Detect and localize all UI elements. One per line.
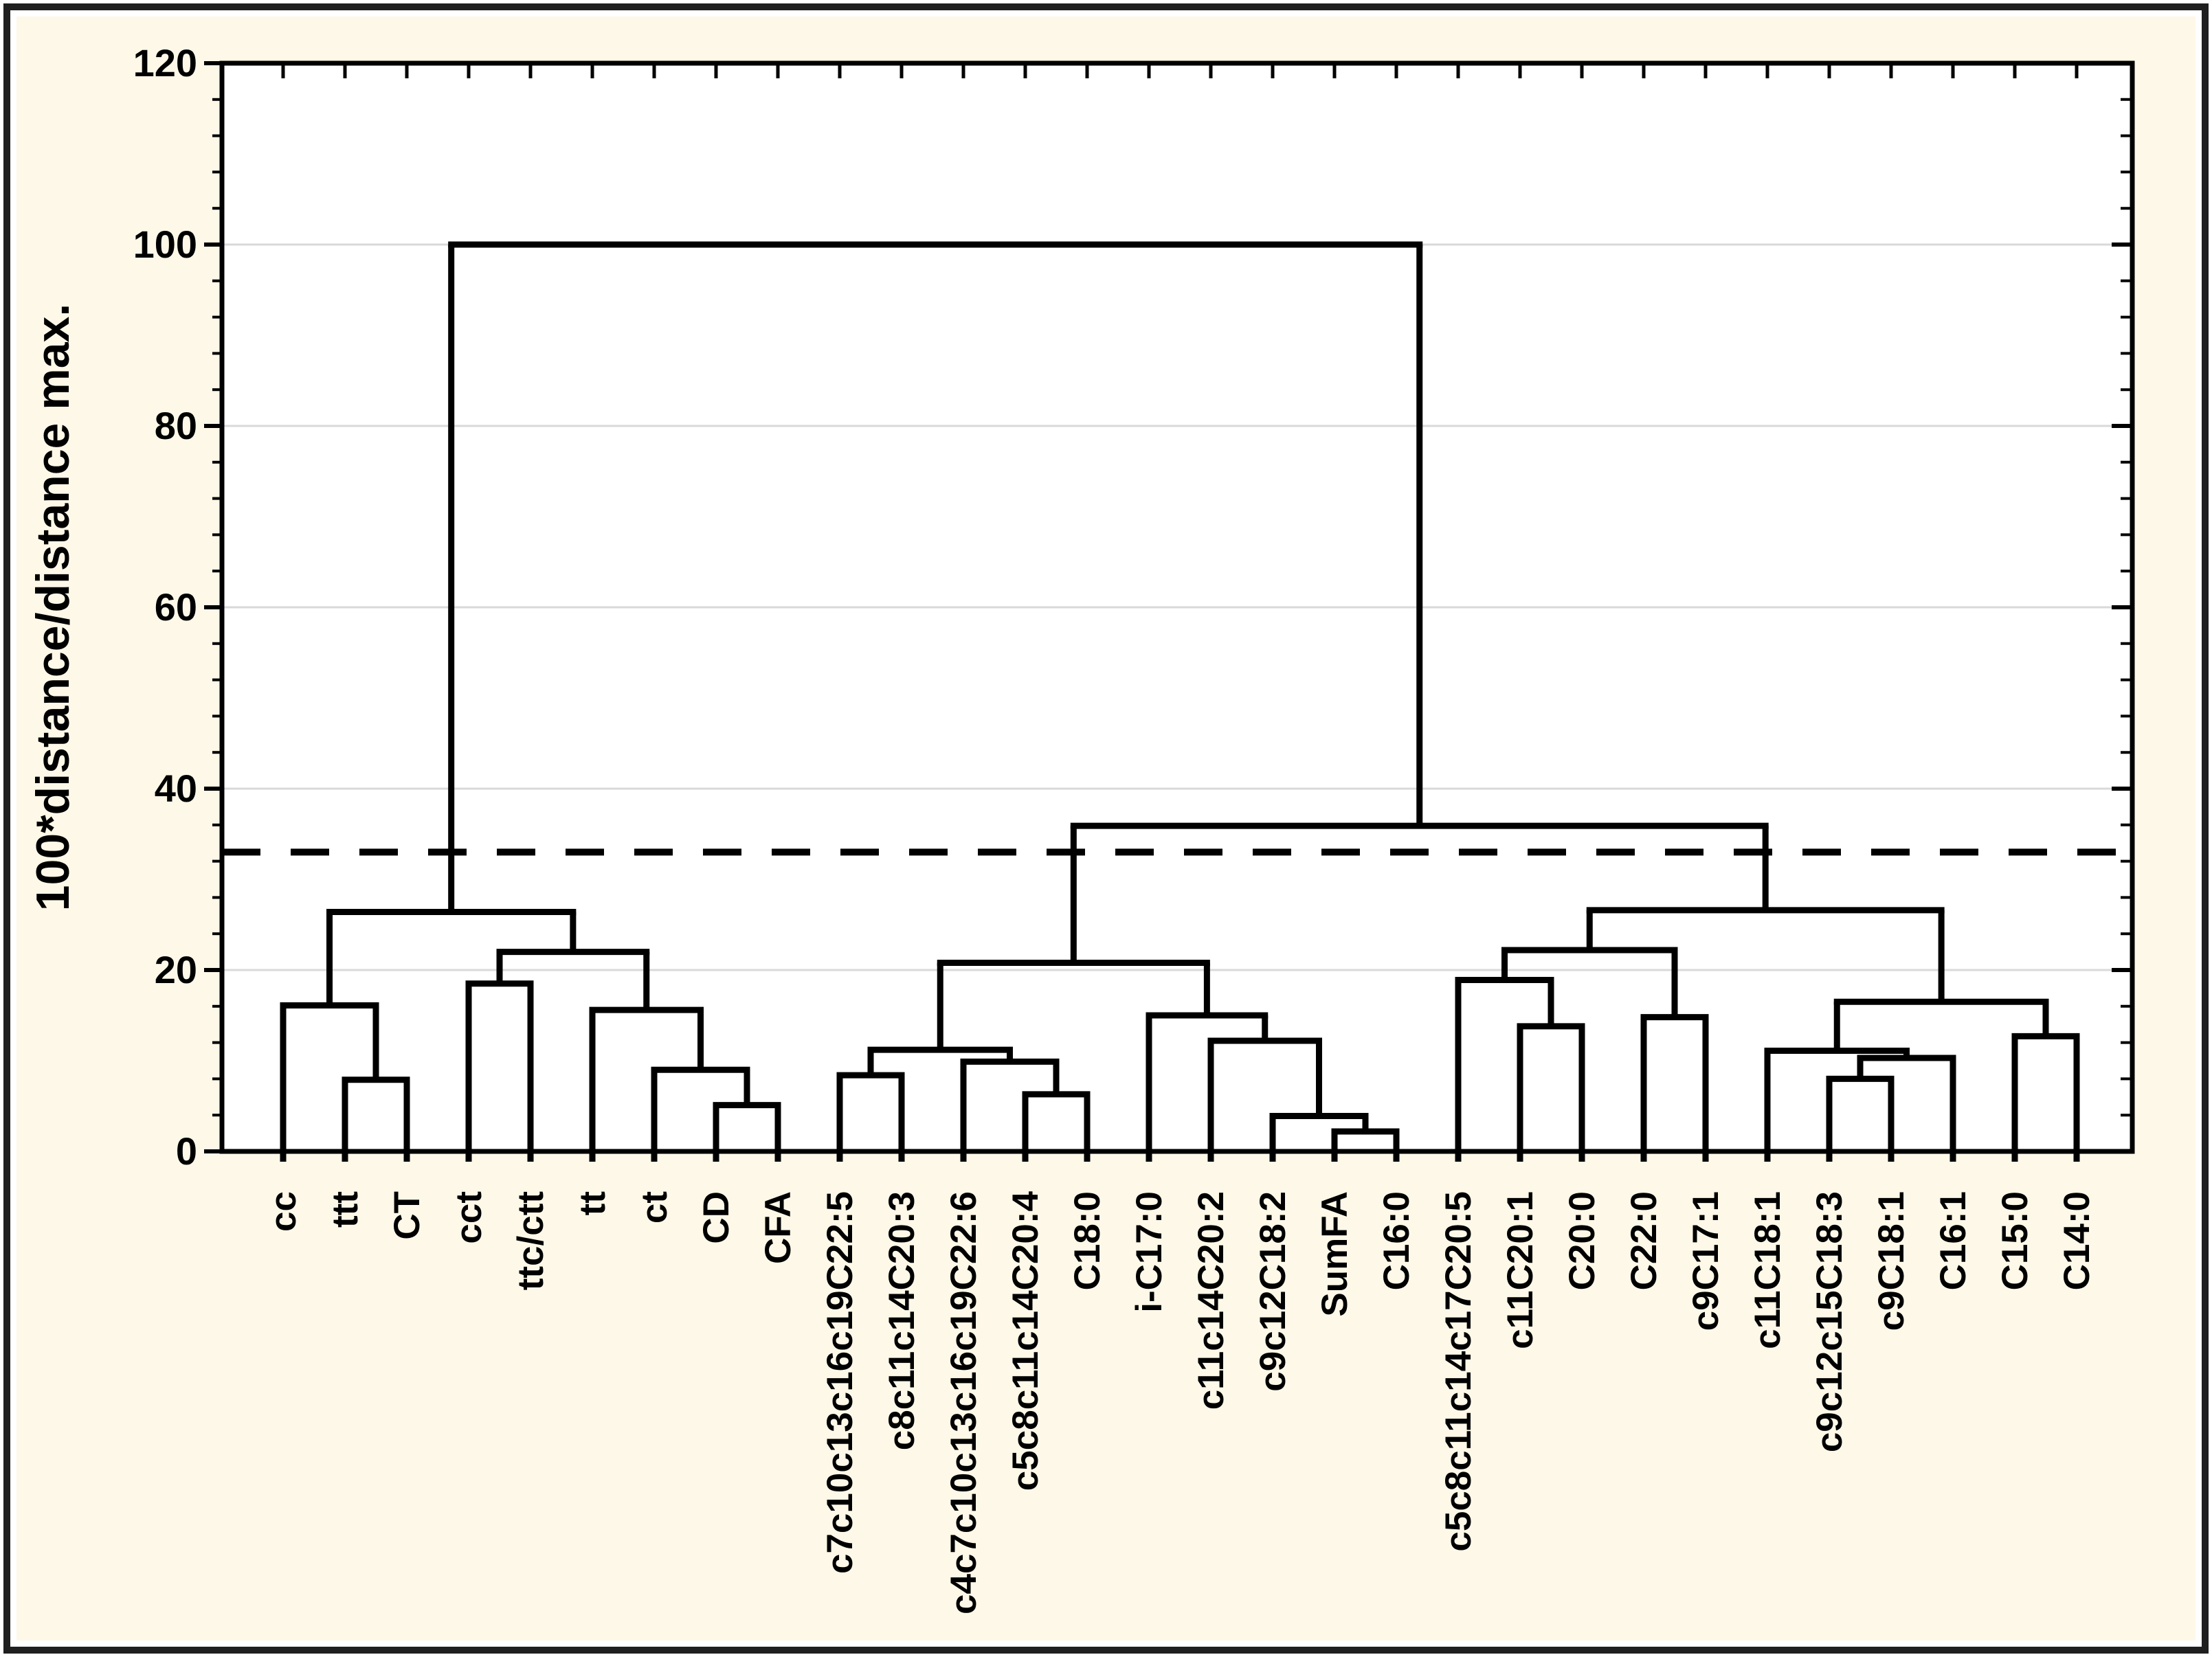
leaf-label: ttt <box>325 1191 366 1228</box>
leaf-label: c11C18:1 <box>1747 1191 1788 1349</box>
leaf-label: CD <box>696 1191 737 1244</box>
leaf-label: cct <box>449 1191 489 1244</box>
leaf-label: C20:0 <box>1562 1191 1602 1290</box>
leaf-label: c8c11c14C20:3 <box>882 1191 922 1450</box>
y-tick-label: 60 <box>155 585 197 629</box>
leaf-label: c11C20:1 <box>1500 1191 1541 1349</box>
leaf-label: CFA <box>758 1191 798 1264</box>
y-tick-label: 0 <box>176 1129 197 1173</box>
y-tick-label: 80 <box>155 404 197 447</box>
leaf-label: c9c12C18:2 <box>1253 1191 1293 1392</box>
leaf-label: C14:0 <box>2057 1191 2097 1290</box>
leaf-label: c7c10c13c16c19C22:5 <box>820 1191 860 1574</box>
x-axis-leaf-labels: cc ttt CT cct ttc/ctt tt ct CD CFA c7c10c13c16c19… <box>263 1191 2097 1614</box>
leaf-label: c5c8c11c14C20:4 <box>1005 1191 1046 1491</box>
leaf-label: c9C17:1 <box>1686 1191 1726 1331</box>
leaf-label: C15:0 <box>1995 1191 2035 1290</box>
leaf-label: c4c7c10c13c16c19C22:6 <box>943 1191 984 1614</box>
leaf-label: tt <box>572 1191 613 1215</box>
y-tick-label: 20 <box>155 948 197 991</box>
leaf-label: C18:0 <box>1067 1191 1108 1290</box>
y-axis-title: 100*distance/distance max. <box>27 304 79 911</box>
leaf-label: c9c12c15C18:3 <box>1809 1191 1850 1452</box>
y-axis-tick-labels: 0 20 40 60 80 100 120 <box>133 41 197 1173</box>
leaf-label: c9C18:1 <box>1871 1191 1912 1331</box>
leaf-label: ttc/ctt <box>511 1191 551 1290</box>
plot-border <box>219 60 2135 1154</box>
leaf-label: ct <box>634 1191 675 1224</box>
y-tick-label: 120 <box>133 41 197 84</box>
dendrogram-links <box>280 241 2080 1162</box>
leaf-label: C22:0 <box>1624 1191 1664 1290</box>
leaf-label: CT <box>387 1191 427 1240</box>
y-tick-label: 100 <box>133 223 197 266</box>
leaf-label: C16:1 <box>1933 1191 1974 1290</box>
leaf-label: i-C17:0 <box>1129 1191 1170 1313</box>
y-tick-label: 40 <box>155 767 197 810</box>
leaf-label: C16:0 <box>1376 1191 1417 1290</box>
leaf-label: c5c8c11c14c17C20:5 <box>1438 1191 1479 1552</box>
leaf-label: cc <box>263 1191 304 1232</box>
leaf-label: c11c14C20:2 <box>1191 1191 1231 1410</box>
leaf-label: SumFA <box>1315 1191 1355 1317</box>
